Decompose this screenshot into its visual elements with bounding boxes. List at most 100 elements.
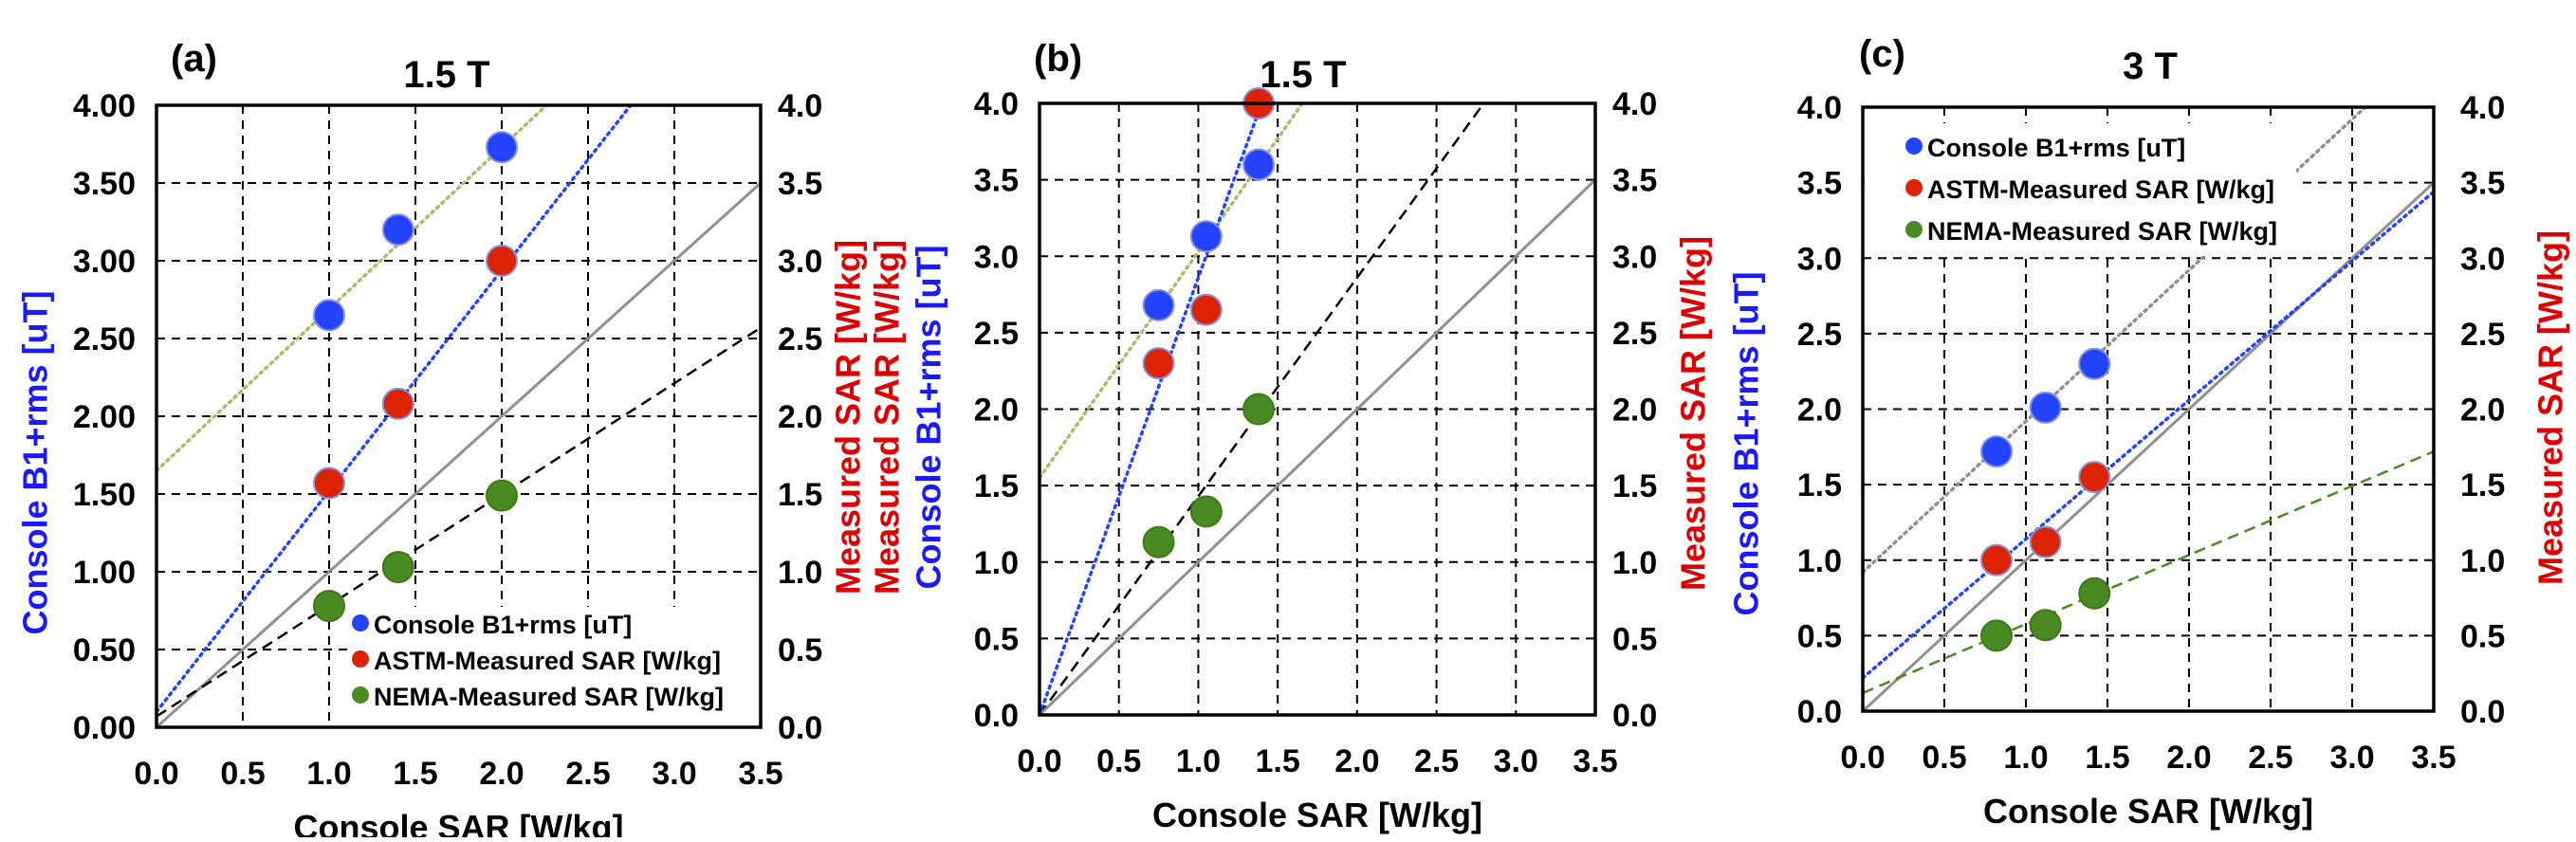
y-tick-label-left: 0.5 <box>1797 618 1842 654</box>
panel-c: 0.0 0.5 1.0 1.5 2.0 2.5 3.0 3.50.0 0.00.5 0.51.0 1… <box>1727 33 2570 831</box>
x-tick-label: 2.5 <box>2248 740 2292 776</box>
y-tick-label-right: 0.5 <box>778 632 822 668</box>
y-tick-label-right: 0.5 <box>1612 621 1657 657</box>
data-point-green <box>1980 619 2014 652</box>
y-tick-label-right: 1.0 <box>1612 545 1657 581</box>
fit-astm-line <box>1863 190 2434 680</box>
data-point-blue <box>1189 220 1223 253</box>
y-tick-label-right: 1.0 <box>2460 543 2505 579</box>
data-point-red <box>313 467 345 500</box>
y-tick-label-left: 1.5 <box>974 468 1019 504</box>
y-tick-label-left: 1.0 <box>1797 543 1842 579</box>
x-tick-label: 2.5 <box>1414 743 1459 779</box>
x-tick-label: 2.0 <box>1334 743 1379 779</box>
y-tick-label-left: 2.5 <box>974 316 1019 352</box>
data-point-red <box>381 387 414 420</box>
y-tick-label-left: 3.50 <box>73 166 136 202</box>
x-tick-label: 0.5 <box>1922 740 1966 776</box>
identity-line <box>156 181 761 727</box>
y-tick-label-right: 1.5 <box>1612 468 1657 504</box>
legend-entry: NEMA-Measured SAR [W/kg] <box>1927 217 2277 246</box>
legend-entry: Console B1+rms [uT] <box>374 611 632 639</box>
data-point-blue <box>1242 148 1276 181</box>
y-tick-label-right: 1.5 <box>778 477 822 513</box>
y-tick-label-right: 1.0 <box>778 555 822 591</box>
data-point-blue <box>2078 347 2111 380</box>
data-point-green <box>313 590 345 623</box>
y-tick-label-left: 4.0 <box>1797 90 1842 126</box>
panel-a: 0.0 0.5 1.0 1.5 2.0 2.5 3.0 3.5 0.00 0.0 0.50 0.5 1.… <box>16 38 868 842</box>
chart-title: 3 T <box>2123 46 2178 87</box>
y-axis-label-right: Measured SAR [W/kg] <box>829 240 868 595</box>
data-point-green <box>2029 609 2062 642</box>
data-point-green <box>2078 577 2111 610</box>
data-point-blue <box>381 213 414 247</box>
x-tick-label: 3.5 <box>2411 740 2456 776</box>
panel-label: (a) <box>171 38 217 80</box>
y-tick-label-right: 3.5 <box>778 166 822 202</box>
y-tick-label-right: 0.0 <box>778 710 822 746</box>
x-tick-label: 1.5 <box>2085 740 2129 776</box>
x-tick-label: 1.5 <box>393 756 437 792</box>
data-point-blue <box>2029 391 2062 424</box>
x-tick-label: 1.0 <box>1176 743 1221 779</box>
fit-nema-line <box>156 326 761 718</box>
legend-entry: NEMA-Measured SAR [W/kg] <box>374 683 724 711</box>
y-tick-label-left: 4.0 <box>974 86 1019 122</box>
data-point-red <box>2078 461 2111 494</box>
data-point-green <box>381 551 414 584</box>
y-tick-label-right: 3.5 <box>2460 166 2505 202</box>
fit-console-b1-line <box>156 105 549 473</box>
y-tick-label-right: 2.5 <box>778 321 822 357</box>
legend-entry: Console B1+rms [uT] <box>1927 134 2185 162</box>
x-tick-label: 0.5 <box>220 756 265 792</box>
y-tick-label-left: 2.50 <box>73 321 136 357</box>
fit-lines <box>156 105 761 727</box>
y-tick-label-right: 3.0 <box>2460 241 2505 277</box>
data-point-red <box>1189 293 1223 326</box>
x-tick-label: 3.5 <box>1573 743 1617 779</box>
legend-marker-blue <box>1905 137 1923 155</box>
y-tick-label-left: 1.00 <box>73 555 136 591</box>
legend-marker-red <box>1905 179 1923 196</box>
x-tick-label: 0.0 <box>1840 740 1885 776</box>
x-tick-label: 2.0 <box>2166 740 2211 776</box>
y-tick-label-right: 0.0 <box>2460 694 2505 730</box>
y-tick-label-left: 0.0 <box>974 698 1019 734</box>
x-axis-label: Console SAR [W/kg] <box>1983 792 2313 831</box>
x-tick-label: 2.0 <box>479 756 524 792</box>
data-point-green <box>1189 495 1223 528</box>
plot-frame <box>155 103 763 729</box>
y-tick-label-right: 4.0 <box>778 88 822 124</box>
fit-astm-line <box>156 105 634 714</box>
y-tick-label-left: 0.5 <box>974 621 1019 657</box>
y-axis-label-left: Console B1+rms [uT] <box>16 290 55 634</box>
y-tick-label-left: 3.00 <box>73 244 136 280</box>
y-tick-label-left: 3.5 <box>974 163 1019 199</box>
y-tick-label-right: 2.5 <box>1612 316 1657 352</box>
data-point-blue <box>313 299 345 332</box>
x-tick-label: 1.0 <box>2003 740 2048 776</box>
x-tick-label: 0.5 <box>1096 743 1141 779</box>
plot-frame <box>1861 105 2436 713</box>
plot-frame <box>1038 101 1597 717</box>
x-axis-label: Console SAR [W/kg] <box>294 808 624 837</box>
legend-marker-green <box>352 686 369 704</box>
data-point-green <box>1242 393 1276 426</box>
chart-title: 1.5 T <box>403 54 489 96</box>
data-point-red <box>1980 543 2014 577</box>
y-tick-label-right: 4.0 <box>1612 86 1657 122</box>
x-tick-label: 3.5 <box>738 756 782 792</box>
x-tick-label: 3.0 <box>1494 743 1538 779</box>
identity-line <box>1040 178 1595 715</box>
x-tick-label: 1.5 <box>1256 743 1300 779</box>
y-tick-label-left: 3.0 <box>974 239 1019 275</box>
data-point-green <box>1142 525 1175 558</box>
x-tick-label: 0.0 <box>134 756 178 792</box>
data-point-red <box>1142 347 1175 380</box>
x-tick-label: 0.0 <box>1017 743 1061 779</box>
data-point-blue <box>1980 435 2014 468</box>
y-tick-label-right: 3.5 <box>1612 163 1657 199</box>
y-tick-label-left: 3.0 <box>1797 241 1842 277</box>
fit-lines <box>1040 103 1595 715</box>
